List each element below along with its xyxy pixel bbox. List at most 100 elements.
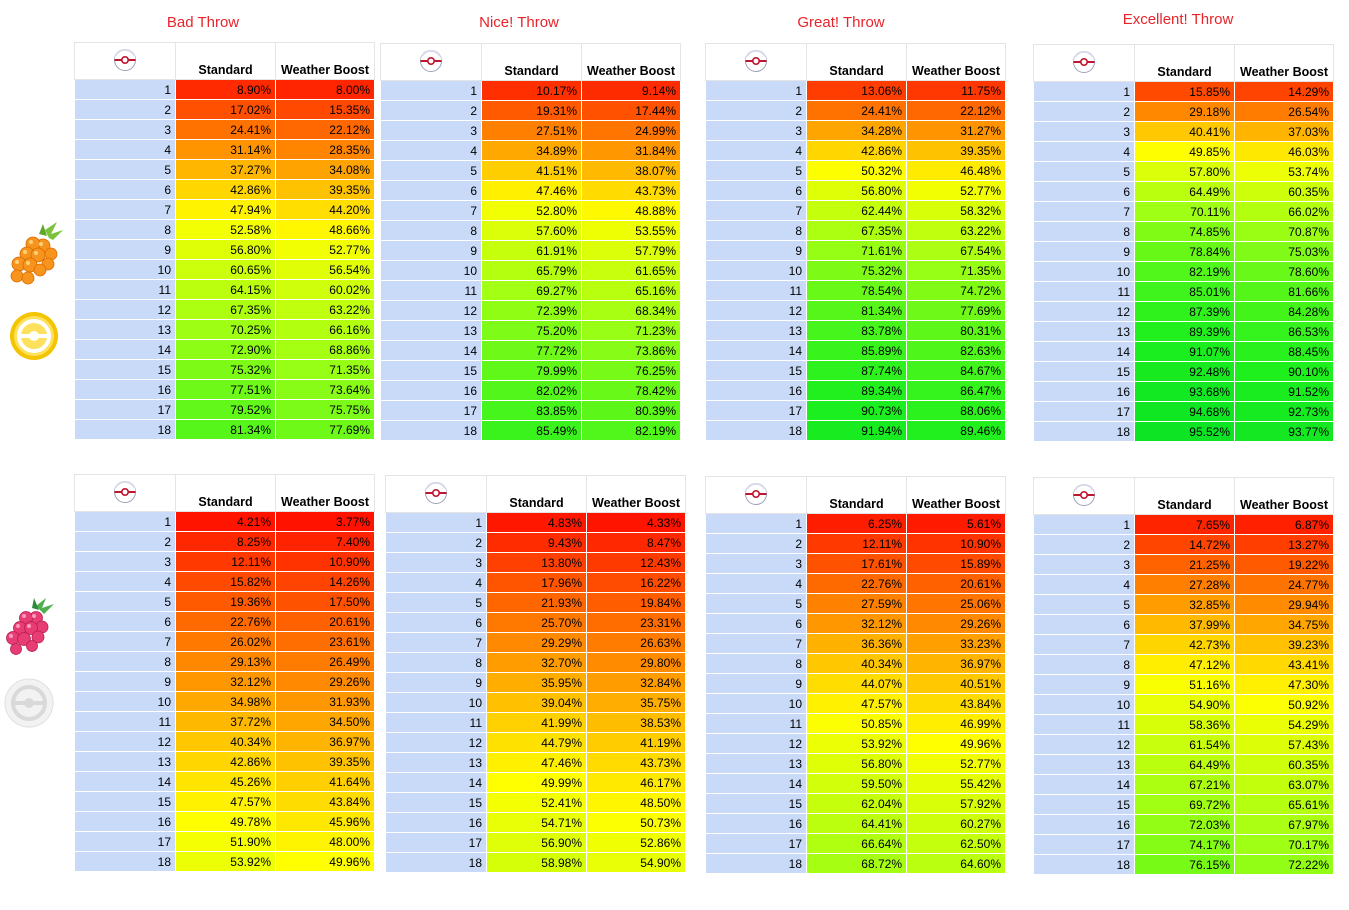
level-cell: 9 [1033, 241, 1135, 262]
premier-ball-icon [419, 49, 443, 76]
gold-medal-icon [10, 312, 58, 360]
weather-boost-cell: 26.63% [586, 632, 686, 653]
table-row: 18 95.52% 93.77% [1033, 421, 1334, 442]
weather-boost-cell: 39.23% [1234, 634, 1334, 655]
table-row: 1 4.83% 4.33% [385, 512, 686, 533]
table-row: 4 31.14% 28.35% [74, 139, 375, 160]
table-great-throw-razz: Standard Weather Boost 1 6.25% 5.61% 2 12.11… [705, 476, 1006, 874]
level-cell: 8 [705, 220, 807, 241]
level-cell: 13 [74, 319, 176, 340]
weather-boost-cell: 90.10% [1234, 361, 1334, 382]
table-row: 1 7.65% 6.87% [1033, 514, 1334, 535]
weather-boost-cell: 61.65% [581, 260, 681, 281]
table-row: 15 79.99% 76.25% [380, 360, 681, 381]
level-cell: 10 [1033, 261, 1135, 282]
weather-boost-cell: 49.96% [906, 733, 1006, 754]
table-row: 6 42.86% 39.35% [74, 179, 375, 200]
table-excellent-throw-golden: Standard Weather Boost 1 15.85% 14.29% 2 29.… [1033, 44, 1334, 442]
table-row: 10 47.57% 43.84% [705, 693, 1006, 714]
level-cell: 3 [74, 119, 176, 140]
level-cell: 2 [380, 100, 482, 121]
level-cell: 17 [1033, 401, 1135, 422]
standard-cell: 67.35% [175, 299, 276, 320]
weather-boost-cell: 52.77% [906, 753, 1006, 774]
table-row: 17 66.64% 62.50% [705, 833, 1006, 854]
weather-boost-cell: 22.12% [275, 119, 375, 140]
weather-boost-cell: 86.53% [1234, 321, 1334, 342]
standard-cell: 32.70% [486, 652, 587, 673]
standard-cell: 61.91% [481, 240, 582, 261]
weather-boost-header: Weather Boost [275, 474, 375, 512]
level-cell: 15 [705, 360, 807, 381]
table-row: 13 64.49% 60.35% [1033, 754, 1334, 775]
weather-boost-cell: 50.73% [586, 812, 686, 833]
standard-cell: 53.92% [806, 733, 907, 754]
weather-boost-cell: 40.51% [906, 673, 1006, 694]
weather-boost-cell: 70.87% [1234, 221, 1334, 242]
standard-cell: 64.49% [1134, 181, 1235, 202]
level-cell: 9 [385, 672, 487, 693]
weather-boost-cell: 15.35% [275, 99, 375, 120]
table-row: 9 35.95% 32.84% [385, 672, 686, 693]
table-row: 9 78.84% 75.03% [1033, 241, 1334, 262]
ball-header [705, 43, 807, 81]
level-cell: 7 [1033, 634, 1135, 655]
standard-cell: 39.04% [486, 692, 587, 713]
table-row: 10 82.19% 78.60% [1033, 261, 1334, 282]
level-cell: 1 [74, 511, 176, 532]
level-cell: 4 [1033, 141, 1135, 162]
table-row: 18 58.98% 54.90% [385, 852, 686, 873]
weather-boost-cell: 66.02% [1234, 201, 1334, 222]
weather-boost-cell: 17.44% [581, 100, 681, 121]
standard-cell: 45.26% [175, 771, 276, 792]
table-row: 5 41.51% 38.07% [380, 160, 681, 181]
level-cell: 12 [385, 732, 487, 753]
weather-boost-header: Weather Boost [906, 476, 1006, 514]
level-cell: 12 [74, 299, 176, 320]
level-cell: 5 [705, 593, 807, 614]
table-row: 8 47.12% 43.41% [1033, 654, 1334, 675]
standard-cell: 47.46% [486, 752, 587, 773]
weather-boost-cell: 44.20% [275, 199, 375, 220]
table-row: 6 22.76% 20.61% [74, 611, 375, 632]
standard-cell: 42.86% [175, 179, 276, 200]
table-row: 12 53.92% 49.96% [705, 733, 1006, 754]
level-cell: 4 [705, 140, 807, 161]
table-nice-throw-razz: Standard Weather Boost 1 4.83% 4.33% 2 9.43%… [385, 475, 686, 873]
level-cell: 16 [74, 379, 176, 400]
standard-cell: 32.85% [1134, 594, 1235, 615]
weather-boost-cell: 29.94% [1234, 594, 1334, 615]
weather-boost-cell: 43.73% [586, 752, 686, 773]
table-row: 11 37.72% 34.50% [74, 711, 375, 732]
table-row: 7 47.94% 44.20% [74, 199, 375, 220]
weather-boost-cell: 23.61% [275, 631, 375, 652]
weather-boost-header: Weather Boost [581, 43, 681, 81]
level-cell: 2 [705, 533, 807, 554]
table-row: 10 39.04% 35.75% [385, 692, 686, 713]
standard-cell: 59.50% [806, 773, 907, 794]
table-row: 6 25.70% 23.31% [385, 612, 686, 633]
weather-boost-cell: 78.60% [1234, 261, 1334, 282]
table-row: 10 54.90% 50.92% [1033, 694, 1334, 715]
standard-cell: 57.80% [1134, 161, 1235, 182]
weather-boost-cell: 43.84% [906, 693, 1006, 714]
table-row: 5 21.93% 19.84% [385, 592, 686, 613]
weather-boost-cell: 14.26% [275, 571, 375, 592]
standard-cell: 6.25% [806, 513, 907, 534]
standard-cell: 64.15% [175, 279, 276, 300]
ball-header [74, 474, 176, 512]
weather-boost-cell: 57.43% [1234, 734, 1334, 755]
level-cell: 16 [1033, 814, 1135, 835]
level-cell: 5 [385, 592, 487, 613]
razz-berry-icon [6, 598, 54, 655]
table-row: 7 62.44% 58.32% [705, 200, 1006, 221]
standard-header: Standard [481, 43, 582, 81]
table-row: 14 77.72% 73.86% [380, 340, 681, 361]
standard-cell: 67.21% [1134, 774, 1235, 795]
standard-cell: 32.12% [806, 613, 907, 634]
weather-boost-cell: 65.61% [1234, 794, 1334, 815]
weather-boost-cell: 57.79% [581, 240, 681, 261]
table-row: 2 8.25% 7.40% [74, 531, 375, 552]
standard-cell: 47.12% [1134, 654, 1235, 675]
level-cell: 16 [385, 812, 487, 833]
